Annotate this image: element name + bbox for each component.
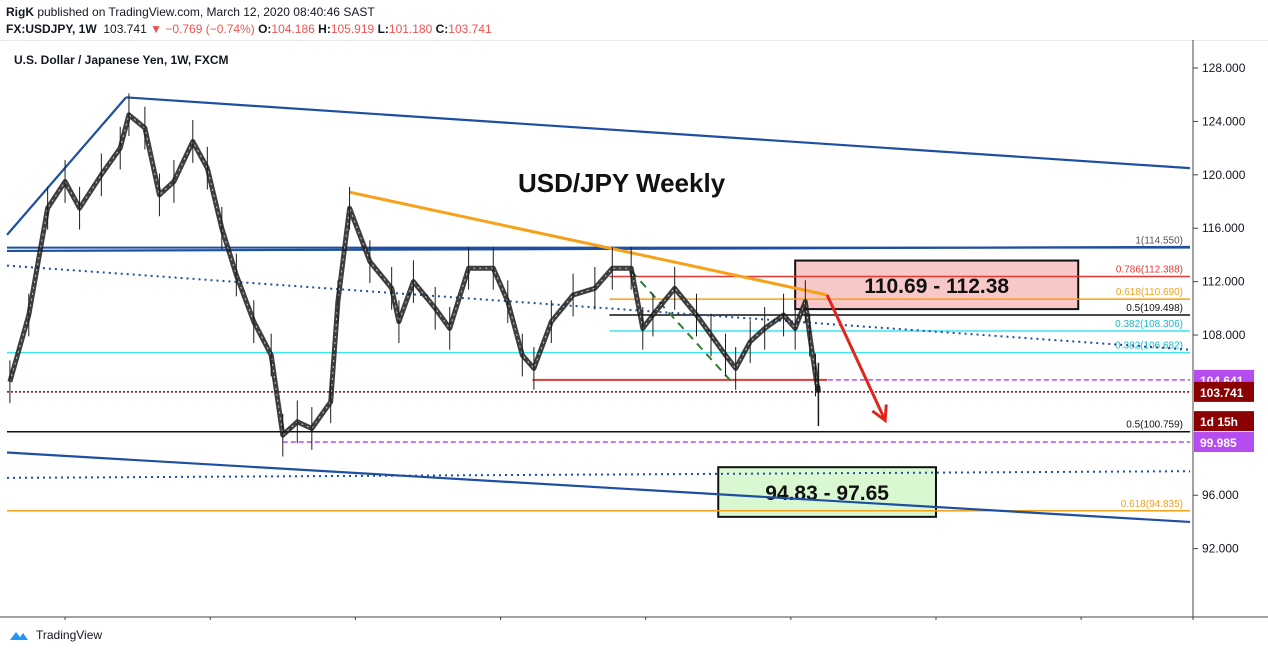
dashed-trend-line [630, 270, 734, 384]
current-candle-body [816, 385, 821, 392]
fib-level-label: 0.786(112.388) [1116, 264, 1183, 275]
y-tick-label: 112.000 [1202, 275, 1245, 289]
low-value: 101.180 [388, 22, 433, 36]
price-tag-label: 103.741 [1200, 386, 1244, 400]
trend-line [6, 451, 1191, 524]
fib-level-label: 1(114.550) [1135, 236, 1183, 247]
symbol-label: FX:USDJPY, 1W [6, 22, 97, 36]
forecast-arrow-head [871, 404, 888, 424]
price-tag: 103.741 [1194, 381, 1254, 402]
zone-box [794, 259, 1080, 311]
zone-label: 110.69 - 112.38 [864, 275, 1009, 298]
high-value: 105.919 [330, 22, 375, 36]
price-tag-label: 99.985 [1200, 436, 1237, 450]
trend-line [125, 96, 1191, 170]
y-tick-label: 120.000 [1202, 168, 1246, 182]
y-tick-label: 108.000 [1202, 328, 1246, 342]
high-label: H: [318, 22, 331, 36]
target-zone: 110.69 - 112.38 [794, 259, 1080, 311]
trend-line [6, 245, 1191, 253]
price-tag-label: 1d 15h [1200, 415, 1238, 429]
fib-level-label: 0.382(108.306) [1115, 319, 1183, 330]
header: RigK published on TradingView.com, March… [0, 0, 1268, 40]
y-tick-label: 124.000 [1202, 114, 1246, 128]
published-line: RigK published on TradingView.com, March… [6, 5, 375, 19]
published-text: published on TradingView.com, March 12, … [34, 5, 375, 19]
forecast-arrow [825, 294, 887, 422]
y-tick-label: 128.000 [1202, 61, 1246, 75]
fib-level-label: 0.382(106.682) [1115, 341, 1183, 352]
price-tag-bg [1194, 411, 1254, 432]
target-zone: 94.83 - 97.65 [717, 466, 937, 518]
tradingview-cloud-icon [10, 632, 28, 640]
y-tick-label: 92.000 [1202, 542, 1239, 556]
author-name[interactable]: RigK [6, 5, 34, 19]
y-tick-label: 116.000 [1202, 221, 1245, 235]
open-label: O: [258, 22, 272, 36]
tradingview-logo[interactable]: TradingView [8, 628, 102, 642]
fib-level-label: 0.5(100.759) [1126, 420, 1183, 431]
y-tick-label: 96.000 [1202, 488, 1239, 502]
low-label: L: [377, 22, 389, 36]
price-tag-bg [1194, 381, 1254, 402]
close-label: C: [435, 22, 449, 36]
down-arrow-icon: ▼ [150, 22, 162, 36]
price-tag-bg [1194, 432, 1254, 453]
last-price: 103.741 [103, 22, 147, 36]
tradingview-brand: TradingView [36, 628, 103, 642]
zone-box [717, 466, 937, 518]
price-tag: 1d 15h [1194, 411, 1254, 432]
price-series-texture [9, 113, 819, 437]
fib-level-label: 0.618(94.835) [1121, 499, 1183, 510]
open-value: 104.186 [271, 22, 315, 36]
chart-subtitle: U.S. Dollar / Japanese Yen, 1W, FXCM [14, 53, 229, 67]
fib-level-label: 0.5(109.498) [1126, 303, 1183, 314]
footer: TradingView [0, 620, 1268, 656]
chart-title: USD/JPY Weekly [518, 168, 726, 198]
price-tag: 99.985 [1194, 432, 1254, 453]
fib-level-label: 0.618(110.690) [1116, 287, 1183, 298]
price-change: −0.769 (−0.74%) [165, 22, 255, 36]
close-value: 103.741 [448, 22, 492, 36]
trend-line [6, 96, 127, 236]
chart-background [0, 40, 1268, 620]
dotted-trend-line [6, 470, 1191, 479]
price-chart[interactable]: U.S. Dollar / Japanese Yen, 1W, FXCM USD/… [0, 40, 1268, 620]
trend-line [349, 190, 828, 297]
ohlc-line: FX:USDJPY, 1W 103.741 ▼ −0.769 (−0.74%) … [6, 22, 492, 36]
